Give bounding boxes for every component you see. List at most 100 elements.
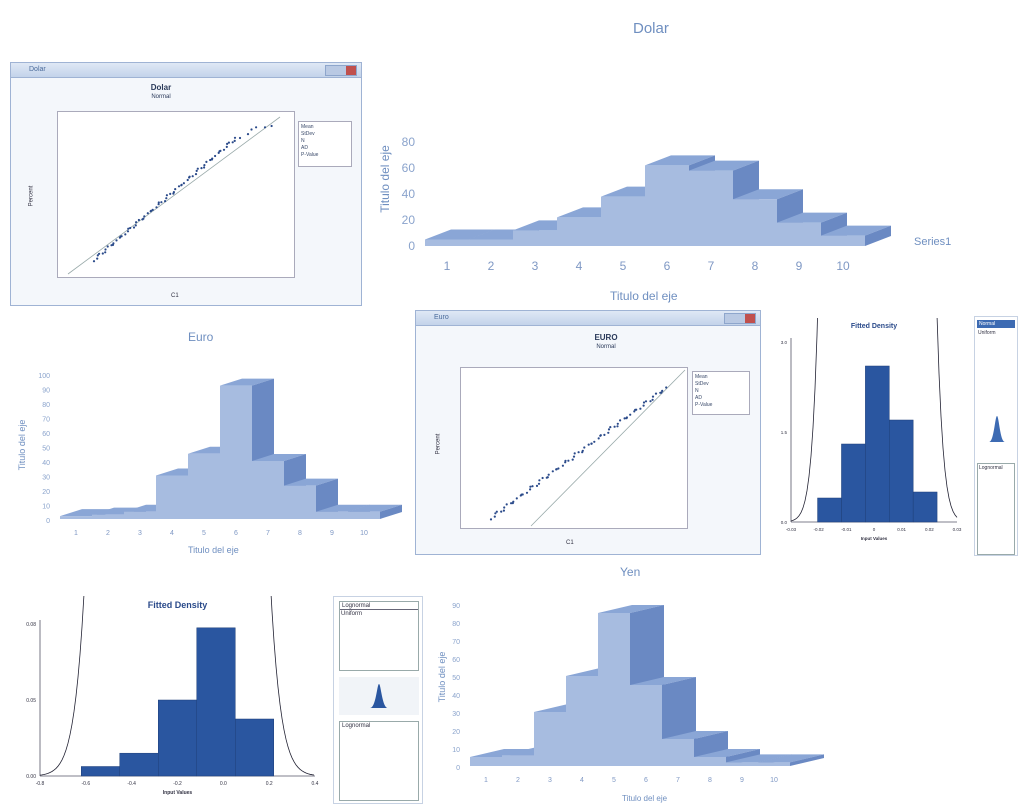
y-tick-label: 0 [408, 239, 415, 253]
probability-point [150, 209, 153, 212]
x-tick-label: 1 [484, 777, 488, 784]
probability-point [633, 410, 636, 413]
probability-point [96, 257, 99, 260]
probability-point [651, 398, 654, 401]
probability-point [654, 392, 658, 395]
density-bar [81, 766, 120, 777]
probability-point [529, 485, 532, 488]
x-tick-label: 3 [138, 530, 142, 537]
y-tick-label: 80 [402, 135, 416, 149]
stat-label: P-Value [695, 402, 713, 408]
plot-subtitle: Normal [596, 344, 616, 350]
distribution-lower-box: Lognormal [339, 721, 419, 801]
probability-point [590, 442, 593, 445]
density-shape-icon [370, 684, 388, 708]
x-tick-label: 0.03 [953, 527, 962, 532]
window-titlebar: Euro [416, 311, 760, 326]
probability-point [571, 458, 574, 461]
plot-title: Dolar [150, 83, 172, 92]
probability-point [642, 404, 645, 407]
probability-point [132, 226, 136, 229]
x-tick-label: 0.0 [220, 781, 227, 787]
fit-line [530, 369, 686, 527]
x-tick-label: 5 [612, 777, 616, 784]
y-axis-label: Percent [435, 433, 442, 455]
probability-point [510, 502, 513, 505]
y-tick-label: 0 [46, 518, 50, 525]
probability-point [226, 142, 229, 145]
probability-point [613, 425, 616, 428]
y-tick-label: 80 [452, 621, 460, 628]
y-tick-label: 60 [42, 431, 50, 438]
panel-header[interactable]: Normal [977, 320, 1015, 328]
x-tick-label: 10 [360, 530, 368, 537]
y-tick-label: 30 [42, 475, 50, 482]
probability-point [98, 252, 101, 255]
stat-label: AD [695, 395, 702, 401]
panel-lower-box: Lognormal [977, 463, 1015, 555]
y-tick-label: 40 [42, 460, 50, 467]
plot-title: EURO [594, 333, 618, 342]
probability-point [250, 128, 253, 131]
probability-point [493, 515, 496, 518]
x-tick-label: 10 [770, 777, 778, 784]
probability-point [607, 431, 610, 434]
x-axis-title-euro: Titulo del eje [188, 545, 239, 555]
dolar-probability-window: Dolar Dolar Normal Mean StDev N AD P-Val… [10, 62, 362, 306]
y-tick-label: 10 [42, 504, 50, 511]
probability-point [160, 201, 163, 204]
x-tick-label: 0.2 [266, 781, 273, 787]
window-title: Euro [434, 314, 449, 321]
probability-point [165, 197, 168, 200]
probability-point [203, 164, 206, 167]
probability-point [629, 413, 632, 416]
x-tick-label: 8 [708, 777, 712, 784]
yen-3d-chart: 0 10 20 30 40 50 60 70 80 90 1 2 3 4 5 6 7 8 9 10 [452, 603, 824, 784]
y-tick-label: 10 [452, 747, 460, 754]
probability-point [101, 252, 104, 255]
bar [348, 504, 402, 519]
y-tick-label: 40 [402, 187, 416, 201]
density-bar [158, 699, 197, 777]
probability-point [512, 500, 515, 503]
x-tick-label: 10 [836, 259, 850, 273]
probability-point [169, 192, 172, 195]
probability-point [155, 206, 158, 209]
panel-item[interactable]: Uniform [978, 330, 996, 336]
probability-point [642, 401, 646, 404]
probability-point [529, 488, 532, 491]
distribution-item[interactable]: Uniform [341, 611, 363, 617]
x-tick-label: -0.2 [173, 781, 182, 787]
probability-point [625, 416, 628, 419]
probability-point [112, 242, 115, 245]
probability-point [231, 141, 234, 144]
probability-point [157, 201, 160, 204]
probability-point [665, 386, 668, 389]
y-tick-label: 0.00 [26, 774, 36, 780]
probability-point [616, 422, 619, 425]
probability-point [635, 408, 638, 411]
density-bar [196, 627, 236, 777]
probability-point [135, 221, 138, 224]
probability-point [255, 126, 258, 129]
probability-point [209, 158, 212, 162]
y-tick-label: 80 [42, 402, 50, 409]
y-tick-label: 30 [452, 711, 460, 718]
y-tick-label: 90 [42, 388, 50, 395]
x-tick-label: 0.01 [897, 527, 906, 532]
window-controls[interactable] [724, 313, 756, 324]
probability-point [505, 503, 508, 506]
y-tick-label: 0.08 [26, 622, 36, 628]
window-controls[interactable] [325, 65, 357, 76]
lower-label[interactable]: Lognormal [342, 723, 371, 729]
probability-point [577, 451, 580, 454]
probability-point [546, 476, 549, 479]
chart-title-euro: Euro [188, 330, 214, 344]
probability-point [541, 476, 544, 480]
probability-point [174, 188, 177, 191]
y-tick-label: 0.0 [781, 520, 788, 525]
x-axis-label: C1 [566, 540, 574, 546]
x-axis-title-yen: Titulo del eje [622, 794, 668, 803]
x-tick-label: -0.03 [786, 527, 797, 532]
panel-item[interactable]: Lognormal [979, 465, 1003, 471]
